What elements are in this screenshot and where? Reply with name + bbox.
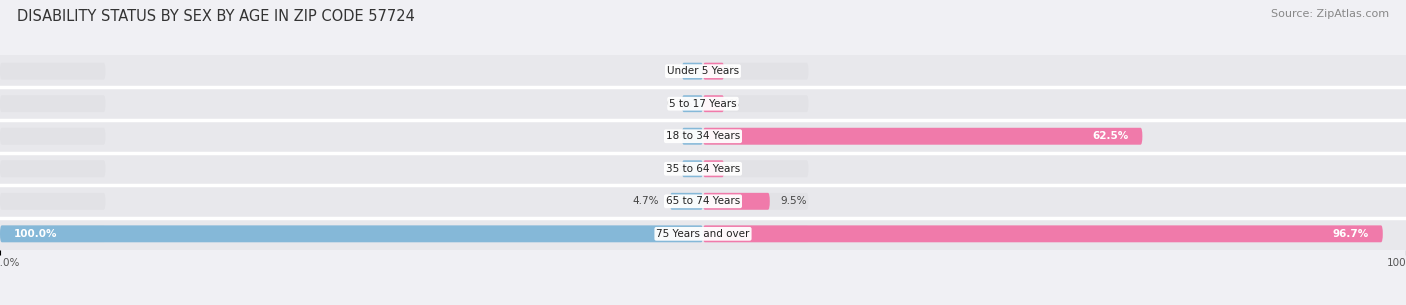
FancyBboxPatch shape — [703, 225, 1384, 242]
FancyBboxPatch shape — [0, 160, 105, 177]
FancyBboxPatch shape — [0, 95, 105, 112]
FancyBboxPatch shape — [682, 160, 703, 177]
Text: 0.0%: 0.0% — [713, 164, 740, 174]
FancyBboxPatch shape — [0, 193, 105, 210]
FancyBboxPatch shape — [682, 63, 703, 80]
FancyBboxPatch shape — [703, 128, 808, 145]
Bar — [0, 152, 1406, 185]
FancyBboxPatch shape — [682, 95, 703, 112]
FancyBboxPatch shape — [0, 225, 703, 242]
Text: 0.0%: 0.0% — [713, 66, 740, 76]
Bar — [0, 120, 1406, 152]
Bar — [0, 185, 1406, 217]
FancyBboxPatch shape — [703, 63, 808, 80]
Text: 0.0%: 0.0% — [713, 99, 740, 109]
Text: 96.7%: 96.7% — [1333, 229, 1369, 239]
Text: 65 to 74 Years: 65 to 74 Years — [666, 196, 740, 206]
Text: DISABILITY STATUS BY SEX BY AGE IN ZIP CODE 57724: DISABILITY STATUS BY SEX BY AGE IN ZIP C… — [17, 9, 415, 24]
FancyBboxPatch shape — [703, 95, 724, 112]
Text: 4.7%: 4.7% — [633, 196, 659, 206]
FancyBboxPatch shape — [703, 193, 770, 210]
FancyBboxPatch shape — [0, 225, 105, 242]
FancyBboxPatch shape — [0, 128, 105, 145]
Bar — [0, 55, 1406, 88]
Bar — [0, 88, 1406, 120]
Text: Source: ZipAtlas.com: Source: ZipAtlas.com — [1271, 9, 1389, 19]
Text: 62.5%: 62.5% — [1092, 131, 1129, 141]
FancyBboxPatch shape — [669, 193, 703, 210]
Text: 35 to 64 Years: 35 to 64 Years — [666, 164, 740, 174]
Text: 5 to 17 Years: 5 to 17 Years — [669, 99, 737, 109]
FancyBboxPatch shape — [703, 193, 808, 210]
Text: 18 to 34 Years: 18 to 34 Years — [666, 131, 740, 141]
Text: 0.0%: 0.0% — [666, 131, 693, 141]
Text: 0.0%: 0.0% — [666, 66, 693, 76]
Text: Under 5 Years: Under 5 Years — [666, 66, 740, 76]
Text: 0.0%: 0.0% — [666, 99, 693, 109]
Text: 100.0%: 100.0% — [14, 229, 58, 239]
FancyBboxPatch shape — [0, 63, 105, 80]
Text: 9.5%: 9.5% — [780, 196, 807, 206]
FancyBboxPatch shape — [703, 160, 724, 177]
FancyBboxPatch shape — [703, 128, 1142, 145]
FancyBboxPatch shape — [682, 128, 703, 145]
FancyBboxPatch shape — [703, 63, 724, 80]
FancyBboxPatch shape — [703, 225, 808, 242]
FancyBboxPatch shape — [703, 95, 808, 112]
Text: 75 Years and over: 75 Years and over — [657, 229, 749, 239]
Text: 0.0%: 0.0% — [666, 164, 693, 174]
FancyBboxPatch shape — [703, 160, 808, 177]
Bar — [0, 217, 1406, 250]
